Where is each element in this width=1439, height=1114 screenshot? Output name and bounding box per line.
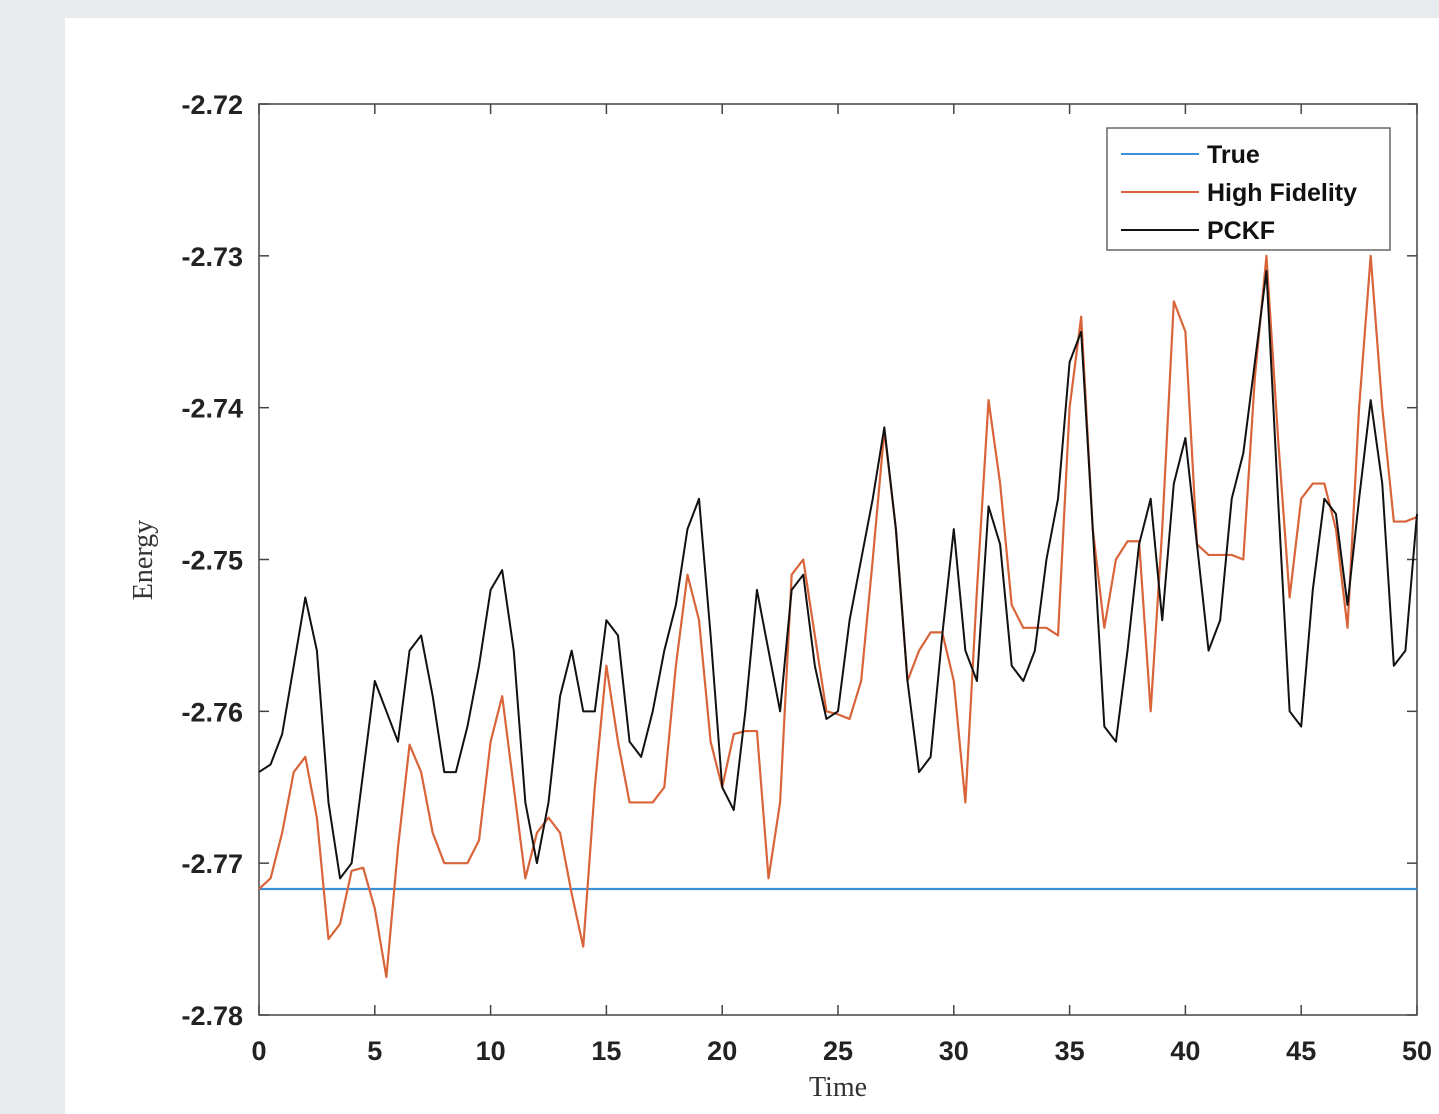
y-axis-label: Energy	[128, 520, 159, 600]
x-tick-label: 25	[823, 1036, 853, 1066]
y-tick-label: -2.73	[181, 242, 243, 272]
x-tick-label: 40	[1170, 1036, 1200, 1066]
x-tick-label: 15	[591, 1036, 621, 1066]
x-tick-label: 20	[707, 1036, 737, 1066]
y-tick-label: -2.75	[181, 546, 243, 576]
legend-box	[1106, 127, 1391, 251]
legend-label: True	[1207, 141, 1260, 169]
x-axis-label: Time	[809, 1072, 867, 1103]
x-tick-label: 50	[1402, 1036, 1432, 1066]
legend-label: High Fidelity	[1207, 179, 1357, 207]
x-tick-label: 30	[939, 1036, 969, 1066]
x-tick-label: 45	[1286, 1036, 1316, 1066]
y-tick-label: -2.77	[181, 849, 243, 879]
x-tick-label: 10	[476, 1036, 506, 1066]
y-tick-label: -2.72	[181, 90, 243, 120]
x-tick-label: 5	[367, 1036, 382, 1066]
x-tick-label: 35	[1055, 1036, 1085, 1066]
y-tick-label: -2.74	[181, 394, 243, 424]
legend-label: PCKF	[1207, 217, 1275, 245]
x-tick-label: 0	[251, 1036, 266, 1066]
y-tick-label: -2.78	[181, 1001, 243, 1031]
series-line	[258, 270, 1418, 880]
y-tick-label: -2.76	[181, 697, 243, 727]
series-line	[258, 254, 1418, 979]
